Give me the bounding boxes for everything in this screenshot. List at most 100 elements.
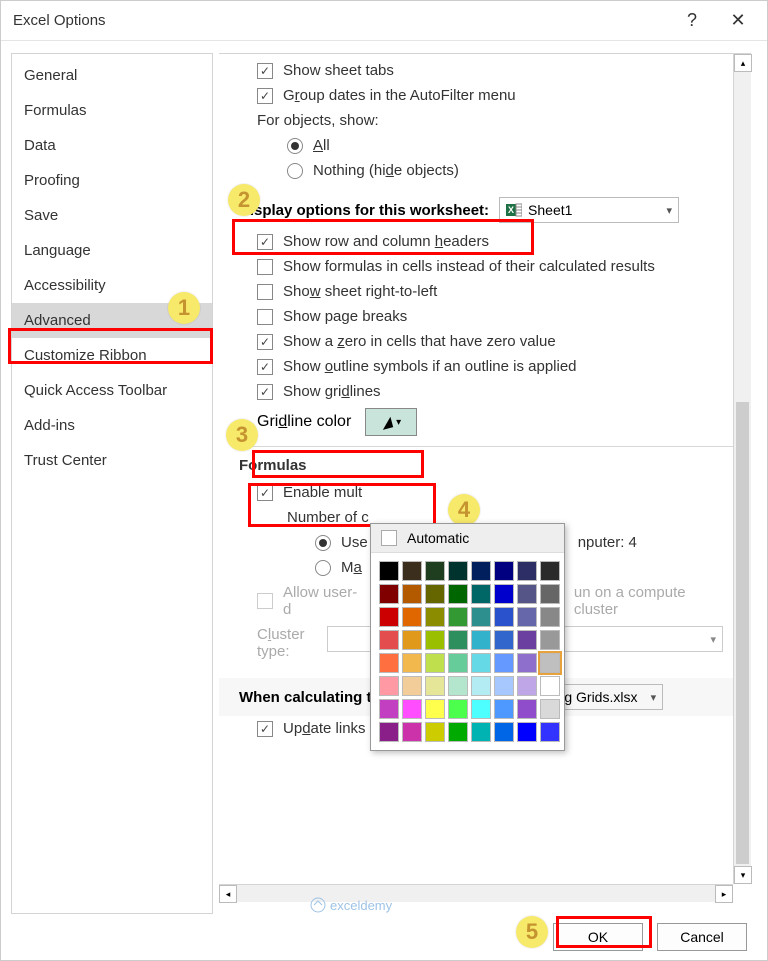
gridline-color-button[interactable]: ◢ ▾ [365, 408, 417, 436]
sidebar-item-data[interactable]: Data [12, 128, 212, 163]
color-swatch[interactable] [517, 561, 537, 581]
color-swatch[interactable] [540, 653, 560, 673]
color-swatch[interactable] [517, 722, 537, 742]
color-swatch[interactable] [448, 607, 468, 627]
color-swatch[interactable] [471, 653, 491, 673]
color-swatch[interactable] [379, 676, 399, 696]
color-swatch[interactable] [379, 561, 399, 581]
gridlines-checkbox[interactable] [257, 384, 273, 400]
sidebar-item-save[interactable]: Save [12, 198, 212, 233]
color-swatch[interactable] [448, 630, 468, 650]
color-swatch[interactable] [402, 722, 422, 742]
color-swatch[interactable] [425, 722, 445, 742]
color-swatch[interactable] [494, 561, 514, 581]
color-swatch[interactable] [494, 630, 514, 650]
color-swatch[interactable] [517, 584, 537, 604]
color-swatch[interactable] [471, 699, 491, 719]
color-swatch[interactable] [540, 699, 560, 719]
help-button[interactable]: ? [669, 2, 715, 40]
sidebar-item-add-ins[interactable]: Add-ins [12, 408, 212, 443]
objects-all-radio[interactable] [287, 138, 303, 154]
update-links-checkbox[interactable] [257, 721, 273, 737]
row-col-headers-checkbox[interactable] [257, 234, 273, 250]
sidebar-item-trust-center[interactable]: Trust Center [12, 443, 212, 478]
color-swatch[interactable] [517, 676, 537, 696]
color-swatch[interactable] [402, 607, 422, 627]
color-swatch[interactable] [517, 699, 537, 719]
color-swatch[interactable] [494, 699, 514, 719]
color-swatch[interactable] [471, 722, 491, 742]
use-all-radio[interactable] [315, 535, 331, 551]
color-swatch[interactable] [517, 653, 537, 673]
scroll-right-button[interactable]: ▸ [715, 885, 733, 903]
group-dates-checkbox[interactable] [257, 88, 273, 104]
horizontal-scrollbar[interactable]: ◂ ▸ [219, 884, 733, 902]
sidebar-item-general[interactable]: General [12, 58, 212, 93]
color-swatch[interactable] [448, 699, 468, 719]
color-swatch[interactable] [540, 676, 560, 696]
color-swatch[interactable] [494, 653, 514, 673]
color-swatch[interactable] [402, 584, 422, 604]
color-swatch[interactable] [494, 607, 514, 627]
scroll-up-button[interactable]: ▴ [734, 54, 752, 72]
color-swatch[interactable] [425, 676, 445, 696]
worksheet-dropdown[interactable]: X Sheet1 ▾ [499, 197, 679, 223]
color-swatch[interactable] [425, 607, 445, 627]
ok-button[interactable]: OK [553, 923, 643, 951]
color-swatch[interactable] [471, 676, 491, 696]
color-swatch[interactable] [494, 722, 514, 742]
color-swatch[interactable] [540, 584, 560, 604]
scroll-left-button[interactable]: ◂ [219, 885, 237, 903]
color-swatch[interactable] [540, 607, 560, 627]
color-swatch[interactable] [448, 676, 468, 696]
manual-radio[interactable] [315, 560, 331, 576]
color-swatch[interactable] [402, 676, 422, 696]
color-swatch[interactable] [448, 653, 468, 673]
color-swatch[interactable] [402, 653, 422, 673]
scroll-down-button[interactable]: ▾ [734, 866, 752, 884]
color-swatch[interactable] [517, 630, 537, 650]
cancel-button[interactable]: Cancel [657, 923, 747, 951]
color-swatch[interactable] [379, 607, 399, 627]
page-breaks-checkbox[interactable] [257, 309, 273, 325]
vertical-scrollbar[interactable]: ▴ ▾ [733, 54, 751, 884]
show-sheet-tabs-checkbox[interactable] [257, 63, 273, 79]
color-swatch[interactable] [379, 584, 399, 604]
color-swatch[interactable] [379, 699, 399, 719]
color-swatch[interactable] [540, 722, 560, 742]
show-formulas-checkbox[interactable] [257, 259, 273, 275]
color-automatic[interactable]: Automatic [371, 524, 564, 553]
color-swatch[interactable] [379, 722, 399, 742]
color-swatch[interactable] [540, 630, 560, 650]
color-swatch[interactable] [425, 561, 445, 581]
outline-checkbox[interactable] [257, 359, 273, 375]
sidebar-item-language[interactable]: Language [12, 233, 212, 268]
color-swatch[interactable] [471, 584, 491, 604]
color-swatch[interactable] [517, 607, 537, 627]
color-swatch[interactable] [448, 584, 468, 604]
color-swatch[interactable] [471, 630, 491, 650]
color-swatch[interactable] [379, 653, 399, 673]
color-swatch[interactable] [471, 561, 491, 581]
sidebar-item-formulas[interactable]: Formulas [12, 93, 212, 128]
color-swatch[interactable] [471, 607, 491, 627]
sidebar-item-proofing[interactable]: Proofing [12, 163, 212, 198]
rtl-checkbox[interactable] [257, 284, 273, 300]
color-swatch[interactable] [402, 630, 422, 650]
sidebar-item-customize-ribbon[interactable]: Customize Ribbon [12, 338, 212, 373]
color-swatch[interactable] [494, 676, 514, 696]
zero-checkbox[interactable] [257, 334, 273, 350]
color-swatch[interactable] [425, 699, 445, 719]
color-swatch[interactable] [402, 561, 422, 581]
color-swatch[interactable] [494, 584, 514, 604]
color-swatch[interactable] [379, 630, 399, 650]
color-swatch[interactable] [425, 630, 445, 650]
color-swatch[interactable] [448, 722, 468, 742]
color-swatch[interactable] [540, 561, 560, 581]
color-swatch[interactable] [425, 653, 445, 673]
color-swatch[interactable] [402, 699, 422, 719]
close-button[interactable]: ✕ [715, 2, 761, 40]
sidebar-item-quick-access-toolbar[interactable]: Quick Access Toolbar [12, 373, 212, 408]
color-swatch[interactable] [425, 584, 445, 604]
multithread-checkbox[interactable] [257, 485, 273, 501]
